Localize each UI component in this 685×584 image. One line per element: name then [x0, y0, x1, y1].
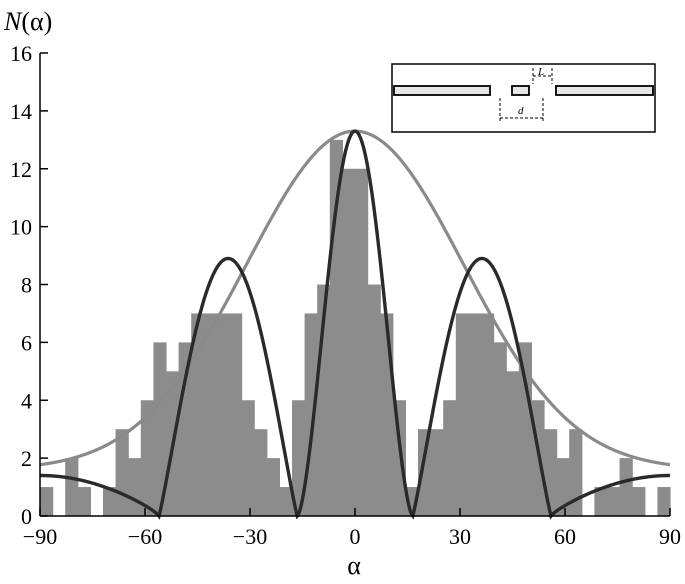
histogram-bar	[607, 487, 621, 516]
inset-label-L: L	[537, 66, 544, 78]
histogram-bar	[569, 429, 583, 516]
histogram-bar	[455, 313, 469, 516]
y-tick-label: 4	[21, 388, 32, 413]
histogram-bar	[65, 458, 79, 517]
histogram-bar	[418, 429, 432, 516]
y-tick-label: 8	[21, 273, 32, 298]
histogram-bar	[632, 487, 646, 516]
histogram-bar	[556, 458, 570, 517]
x-tick-label: 30	[449, 524, 471, 549]
histogram-bar	[241, 400, 255, 516]
y-tick-label: 6	[21, 330, 32, 355]
histogram-bar	[203, 313, 217, 516]
y-tick-label: 0	[21, 504, 32, 529]
y-tick-label: 2	[21, 446, 32, 471]
x-ticks: −90 −60 −30 0 30 60 90	[23, 508, 681, 549]
histogram-bar	[544, 429, 558, 516]
x-tick-label: −30	[233, 524, 267, 549]
histogram-bar	[128, 458, 142, 517]
inset-frame	[391, 63, 656, 133]
histogram-bar	[657, 487, 671, 516]
histogram-bar	[279, 487, 293, 516]
y-ticks: 0 2 4 6 8 10 12 14 16	[10, 41, 48, 529]
histogram-bar	[140, 400, 154, 516]
x-tick-label: 60	[554, 524, 576, 549]
histogram-bar	[619, 458, 633, 517]
histogram-bar	[392, 400, 406, 516]
x-tick-label: −60	[128, 524, 162, 549]
histogram-bar	[216, 313, 230, 516]
histogram-bar	[229, 313, 243, 516]
y-axis-title: N(α)	[3, 7, 52, 36]
histogram-bar	[178, 342, 192, 517]
histogram-bar	[518, 342, 532, 517]
histogram-bar	[380, 313, 394, 516]
interference-curve	[40, 129, 670, 520]
theory-curves	[39, 129, 671, 520]
histogram-bar	[430, 429, 444, 516]
histogram-bar	[342, 168, 356, 516]
inset-schematic: L d	[391, 63, 656, 133]
histogram-bar	[304, 313, 318, 516]
y-tick-label: 16	[10, 41, 32, 66]
histogram-bar	[292, 400, 306, 516]
histogram-bar	[506, 371, 520, 516]
histogram-bar	[355, 168, 369, 516]
y-tick-label: 14	[10, 99, 32, 124]
histogram-bar	[493, 342, 507, 517]
x-tick-label: 0	[350, 524, 361, 549]
inset-right-plate	[555, 85, 654, 96]
histogram-bar	[594, 487, 608, 516]
histogram-bar	[266, 458, 280, 517]
histogram-bar	[77, 487, 91, 516]
histogram-bar	[115, 429, 129, 516]
y-tick-label: 12	[10, 157, 32, 182]
y-axis-title-symbol: N	[3, 7, 23, 36]
x-tick-label: 90	[659, 524, 681, 549]
inset-center-strip	[511, 85, 530, 96]
histogram-bar	[153, 342, 167, 517]
histogram-bar	[468, 313, 482, 516]
x-tick-label: −90	[23, 524, 57, 549]
histogram-bar	[367, 284, 381, 516]
histogram-bar	[40, 487, 54, 516]
histogram-bar	[103, 487, 117, 516]
histogram-bar	[481, 313, 495, 516]
x-axis-title: α	[347, 551, 361, 579]
y-axis-title-arg: (α)	[21, 7, 52, 36]
inset-left-plate	[393, 85, 491, 96]
histogram-bar	[443, 400, 457, 516]
histogram-bars	[40, 139, 671, 517]
histogram-bar	[191, 313, 205, 516]
inset-label-d: d	[518, 105, 524, 117]
histogram-bar	[254, 429, 268, 516]
y-tick-label: 10	[10, 215, 32, 240]
